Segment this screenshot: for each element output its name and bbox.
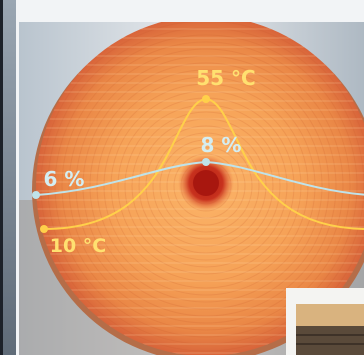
growth-ring [40, 22, 364, 352]
left-background-strip [3, 0, 16, 355]
temperature-edge-label: 10 °C [50, 235, 107, 257]
growth-ring [110, 90, 302, 282]
log-cross-section [32, 22, 364, 355]
moisture-edge-marker [32, 191, 40, 199]
growth-ring [89, 69, 323, 303]
growth-ring [82, 62, 330, 310]
growth-ring [54, 34, 358, 338]
corner-inset-photo [286, 288, 364, 355]
temperature-edge-marker [40, 225, 48, 233]
growth-ring [68, 48, 344, 324]
growth-ring [124, 104, 288, 268]
growth-ring [61, 41, 351, 331]
growth-ring [159, 139, 253, 233]
growth-ring [166, 146, 246, 226]
growth-ring [173, 153, 239, 219]
growth-ring [75, 55, 337, 317]
growth-ring [47, 27, 364, 345]
temperature-peak-label: 55 °C [196, 66, 255, 90]
growth-ring [138, 118, 274, 254]
moisture-peak-marker [202, 158, 210, 166]
growth-ring [131, 111, 281, 261]
growth-rings [36, 22, 364, 355]
growth-ring [152, 132, 260, 240]
moisture-peak-label: 8 % [201, 133, 242, 157]
temperature-peak-marker [202, 95, 210, 103]
moisture-edge-label: 6 % [44, 167, 85, 191]
log-core-center [193, 170, 219, 196]
